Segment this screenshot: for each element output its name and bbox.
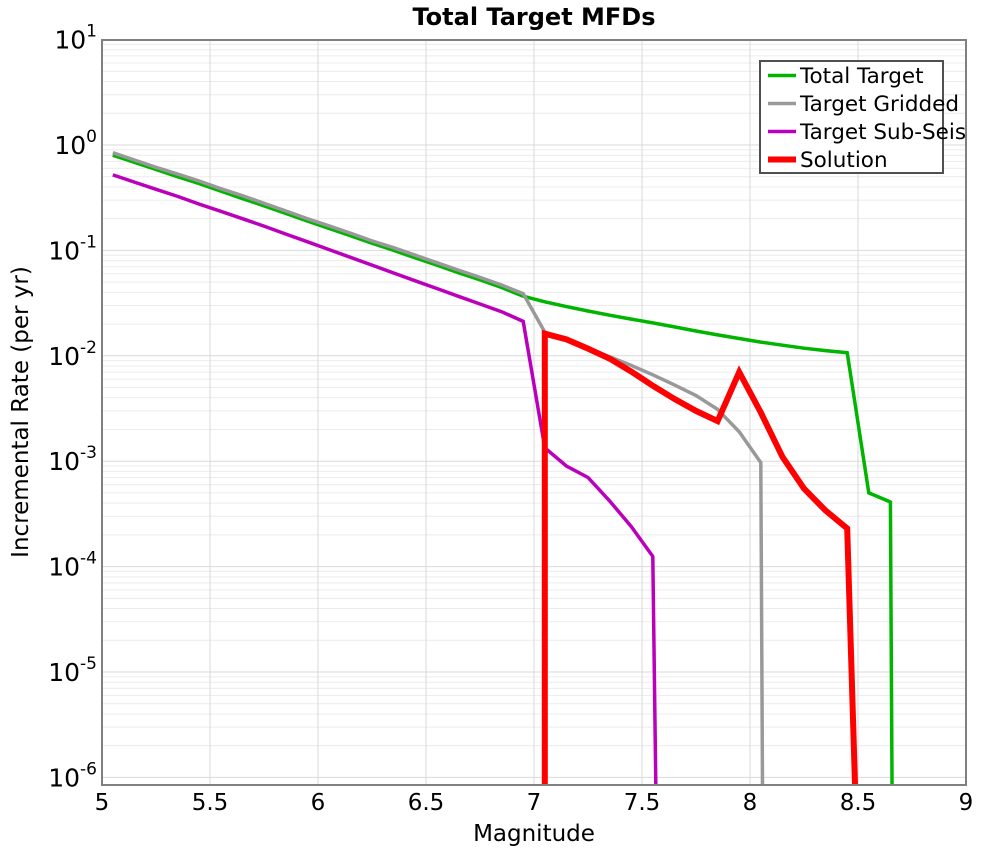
series-line-target-gridded xyxy=(112,151,765,785)
legend-item-target-sub-seis: Target Sub-Seis xyxy=(768,120,966,145)
x-tick-label-7: 7 xyxy=(527,790,542,816)
x-tick-label-6.5: 6.5 xyxy=(408,790,445,816)
legend-box xyxy=(759,60,944,174)
series-lines xyxy=(112,151,894,785)
y-axis-tick-labels: 101 100 10-1 10-2 10-3 10-4 10-5 10-6 xyxy=(48,22,97,793)
y-tick-label-1e-2: 10-2 xyxy=(48,338,97,371)
x-tick-label-9: 9 xyxy=(959,790,974,816)
x-axis-label: Magnitude xyxy=(473,821,595,847)
legend: Total Target Target Gridded Target Sub-Sei… xyxy=(759,60,966,174)
y-tick-label-1e-5: 10-5 xyxy=(48,654,97,687)
y-tick-label-1e-3: 10-3 xyxy=(48,443,97,476)
y-tick-label-1e-4: 10-4 xyxy=(48,549,97,582)
legend-label-target-gridded: Target Gridded xyxy=(799,92,959,117)
y-tick-label-1e-6: 10-6 xyxy=(48,759,97,792)
legend-label-total-target: Total Target xyxy=(799,64,924,89)
x-tick-label-8.5: 8.5 xyxy=(840,790,877,816)
series-line-solution xyxy=(541,329,859,785)
legend-item-target-gridded: Target Gridded xyxy=(768,92,959,117)
plot-frame xyxy=(101,39,967,786)
series-line-target-sub-seis xyxy=(112,173,658,785)
x-axis-tick-labels: 5 5.5 6 6.5 7 7.5 8 8.5 9 xyxy=(95,790,974,816)
x-tick-label-6: 6 xyxy=(311,790,326,816)
y-tick-label-1e1: 101 xyxy=(54,22,97,55)
x-tick-label-5: 5 xyxy=(95,790,110,816)
y-tick-label-1e-1: 10-1 xyxy=(48,232,97,265)
legend-item-total-target: Total Target xyxy=(768,64,924,89)
y-axis-label: Incremental Rate (per yr) xyxy=(8,266,34,558)
x-tick-label-5.5: 5.5 xyxy=(192,790,229,816)
legend-label-target-sub-seis: Target Sub-Seis xyxy=(799,120,966,145)
x-tick-label-7.5: 7.5 xyxy=(624,790,661,816)
y-tick-label-1e0: 100 xyxy=(54,127,97,160)
series-line-total-target xyxy=(112,153,894,785)
chart-title: Total Target MFDs xyxy=(413,3,656,31)
x-tick-label-8: 8 xyxy=(743,790,758,816)
legend-label-solution: Solution xyxy=(800,148,888,173)
legend-item-solution: Solution xyxy=(768,148,888,173)
